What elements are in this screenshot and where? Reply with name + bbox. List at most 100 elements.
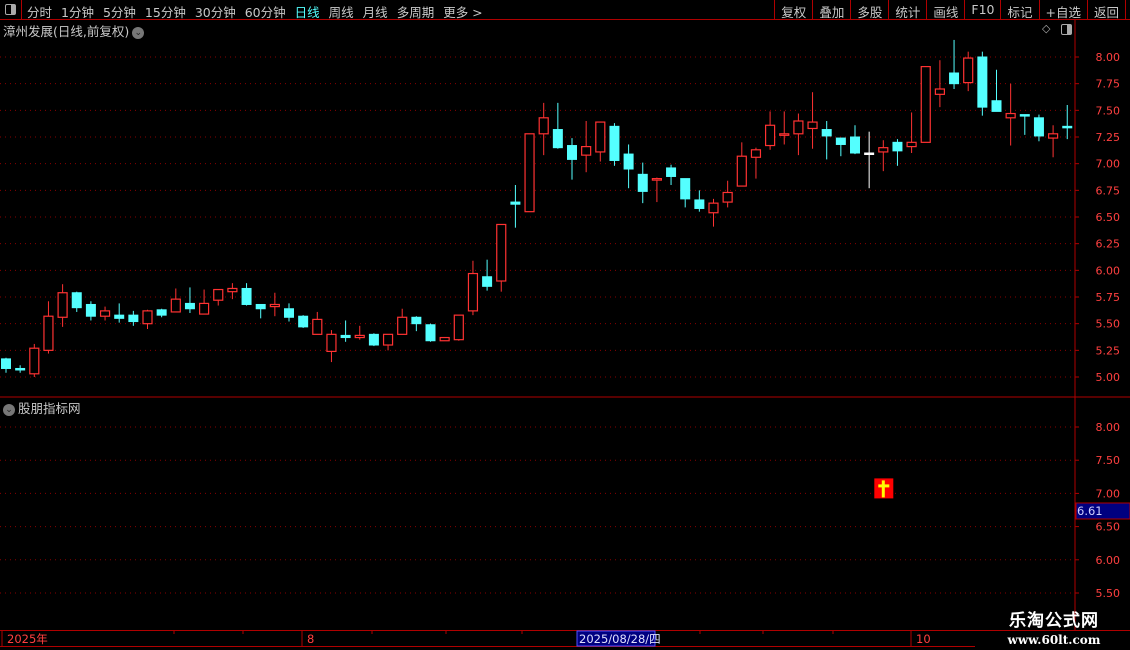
candle-body — [15, 367, 26, 371]
toolbar: 分时 1分钟 5分钟 15分钟 30分钟 60分钟 日线 周线 月线 多周期 更多 > 复权 叠加 多股… — [0, 0, 1130, 20]
tab-period[interactable]: 月线 — [362, 5, 388, 20]
candle-body — [934, 88, 946, 95]
candle-body — [397, 316, 408, 335]
candle-body — [114, 314, 125, 319]
candle-body — [43, 315, 54, 351]
candle-body — [694, 199, 705, 209]
chevron-down-icon[interactable]: ⌄ — [132, 26, 145, 39]
candle-body — [850, 136, 860, 154]
toolbar-button[interactable]: 多股 — [850, 0, 888, 20]
candle-body — [382, 333, 394, 346]
current-value-box — [1075, 502, 1130, 520]
indicator-y-tick-label: 7.00 — [1096, 487, 1121, 500]
toolbar-button[interactable]: 统计 — [888, 0, 926, 20]
candle-body — [1033, 117, 1044, 137]
candle-body — [623, 153, 634, 170]
tab-period[interactable]: 日线 — [294, 5, 320, 20]
candle-body — [269, 303, 280, 308]
candle-body — [354, 334, 365, 339]
diamond-icon[interactable]: ◇ — [1042, 22, 1051, 35]
candle-body — [609, 125, 620, 161]
candle-body — [29, 347, 40, 375]
toolbar-buttons: 复权 叠加 多股 统计 画线 F10 标记 +自选 返回 — [774, 0, 1126, 20]
candle-body — [312, 318, 323, 335]
y-tick-label: 7.25 — [1096, 131, 1121, 144]
indicator-y-tick-label: 5.50 — [1096, 587, 1121, 600]
candle-body — [538, 117, 549, 135]
candle-body — [496, 223, 507, 282]
watermark-url: www.60lt.com — [1007, 633, 1101, 647]
candle-body — [142, 310, 153, 325]
candle-body — [510, 201, 521, 205]
cursor-date: 2025/08/28/四 — [579, 632, 661, 646]
indicator-y-tick-label: 6.00 — [1096, 554, 1121, 567]
toolbar-button[interactable]: 叠加 — [812, 0, 850, 20]
date-label: 2025年 — [7, 632, 48, 646]
candle-body — [764, 124, 776, 147]
candle-body — [708, 202, 719, 214]
chevron-down-icon[interactable]: ⌄ — [3, 403, 15, 416]
candle-body — [467, 272, 479, 312]
candle-body — [793, 120, 804, 135]
candle-body — [807, 121, 818, 130]
y-tick-label: 6.75 — [1096, 184, 1121, 197]
y-tick-label: 5.00 — [1096, 371, 1121, 384]
candle-body — [581, 146, 592, 156]
candle-body — [779, 133, 790, 136]
candle-body — [1005, 112, 1016, 119]
candle-body — [340, 334, 351, 339]
candle-body — [864, 152, 875, 156]
candle-body — [199, 302, 210, 315]
candle-body — [227, 287, 238, 293]
cursor-date-box — [576, 630, 656, 647]
toolbar-button[interactable]: F10 — [964, 0, 1000, 19]
tab-period[interactable]: 30分钟 — [194, 5, 236, 20]
tab-period[interactable]: 60分钟 — [244, 5, 286, 20]
candle-body — [736, 155, 747, 187]
tab-period[interactable]: 1分钟 — [61, 5, 94, 20]
tab-period[interactable]: 5分钟 — [102, 5, 136, 20]
candle-body — [99, 310, 111, 317]
candle-body — [255, 303, 266, 310]
cross-icon — [878, 484, 890, 488]
panel-icon[interactable] — [1061, 24, 1072, 35]
sidebar-toggle-button[interactable] — [0, 0, 22, 19]
y-tick-label: 7.00 — [1096, 158, 1121, 171]
candle-body — [651, 178, 663, 181]
candle-body — [1047, 133, 1059, 139]
tab-period[interactable]: 15分钟 — [144, 5, 186, 20]
toolbar-button[interactable]: 标记 — [1000, 0, 1038, 20]
tab-period[interactable]: 周线 — [328, 5, 354, 20]
date-label: 10 — [916, 632, 931, 646]
candle-body — [71, 292, 82, 309]
tab-period[interactable]: 多周期 — [396, 5, 435, 20]
candle-body — [949, 72, 960, 85]
candle-body — [57, 292, 68, 318]
candle-body — [920, 66, 931, 143]
tab-period[interactable]: 更多 > — [443, 5, 483, 20]
candle-body — [482, 276, 493, 287]
candle-body — [156, 309, 167, 316]
tab-period[interactable]: 分时 — [27, 5, 53, 20]
indicator-name: 股朋指标网 — [18, 401, 81, 416]
candle-body — [326, 333, 337, 353]
y-tick-label: 7.50 — [1096, 104, 1121, 117]
chart-title: 漳州发展(日线,前复权) ⌄ — [3, 21, 145, 40]
candle-body — [425, 324, 436, 342]
candle-body — [552, 129, 563, 149]
y-tick-label: 6.50 — [1096, 211, 1121, 224]
candle-body — [835, 137, 846, 145]
candle-body — [453, 314, 464, 341]
panel-icon — [5, 4, 16, 15]
period-tabs: 分时 1分钟 5分钟 15分钟 30分钟 60分钟 日线 周线 月线 多周期 更多 > — [27, 2, 492, 21]
toolbar-button[interactable]: 返回 — [1086, 0, 1126, 20]
candle-body — [1062, 125, 1073, 129]
candle-body — [977, 56, 988, 108]
toolbar-button[interactable]: +自选 — [1038, 0, 1087, 20]
toolbar-button[interactable]: 画线 — [926, 0, 964, 20]
watermark-name: 乐淘公式网 — [1009, 611, 1099, 631]
candle-body — [1019, 114, 1030, 117]
cross-icon — [881, 480, 885, 498]
toolbar-button[interactable]: 复权 — [774, 0, 812, 20]
